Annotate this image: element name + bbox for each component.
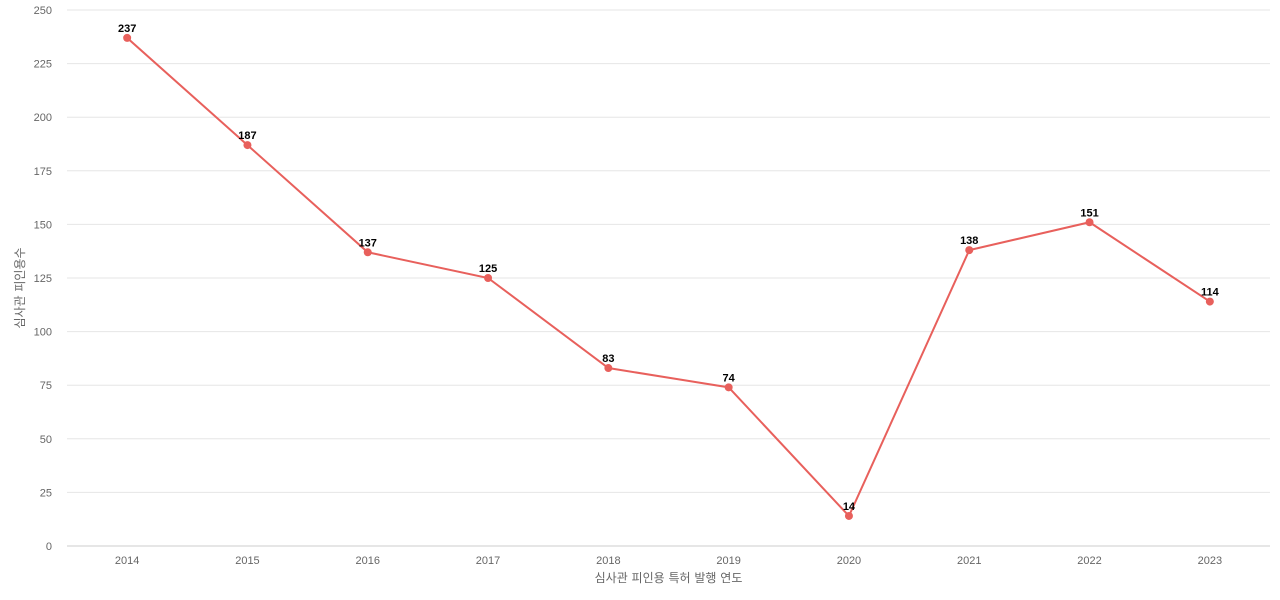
data-point[interactable] — [724, 383, 733, 392]
y-tick-label: 50 — [40, 434, 52, 446]
data-points — [123, 33, 1214, 520]
x-tick-label: 2016 — [356, 555, 380, 567]
x-tick-label: 2019 — [716, 555, 740, 567]
data-point[interactable] — [243, 141, 252, 150]
x-tick-label: 2017 — [476, 555, 500, 567]
data-label: 237 — [118, 23, 136, 35]
data-label: 137 — [359, 237, 377, 249]
data-labels: 237 187 137 125 83 74 14 138 151 114 — [118, 23, 1220, 513]
data-point[interactable] — [844, 511, 853, 520]
data-point[interactable] — [1205, 297, 1214, 306]
y-tick-label: 25 — [40, 487, 52, 499]
series-line — [126, 37, 1211, 518]
data-label: 125 — [479, 263, 497, 275]
data-label: 114 — [1201, 287, 1220, 299]
data-label: 138 — [960, 235, 978, 247]
data-label: 14 — [843, 501, 856, 513]
x-axis-title: 심사관 피인용 특허 발행 연도 — [595, 570, 743, 585]
x-tick-label: 2020 — [837, 555, 861, 567]
y-tick-label: 125 — [34, 273, 52, 285]
y-tick-label: 175 — [34, 166, 52, 178]
x-tick-label: 2015 — [235, 555, 259, 567]
x-tick-label: 2023 — [1198, 555, 1222, 567]
x-tick-label: 2021 — [957, 555, 981, 567]
y-tick-label: 200 — [34, 112, 52, 124]
data-point[interactable] — [1085, 218, 1094, 227]
y-tick-label: 250 — [34, 5, 52, 17]
data-point[interactable] — [363, 248, 372, 257]
data-point[interactable] — [965, 246, 974, 255]
data-point[interactable] — [123, 33, 132, 42]
x-tick-label: 2014 — [115, 555, 139, 567]
data-point[interactable] — [604, 364, 613, 373]
y-tick-label: 75 — [40, 380, 52, 392]
x-axis-ticks: 2014 2015 2016 2017 2018 2019 2020 2021 2022 2023 — [115, 555, 1222, 567]
data-label: 151 — [1080, 207, 1098, 219]
data-label: 83 — [602, 353, 614, 365]
y-tick-label: 0 — [46, 541, 52, 553]
y-axis-title: 심사관 피인용수 — [13, 247, 27, 328]
data-point[interactable] — [484, 274, 493, 282]
grid-lines — [67, 9, 1270, 493]
data-label: 187 — [238, 130, 256, 142]
y-tick-label: 225 — [34, 59, 52, 71]
y-tick-label: 150 — [34, 219, 52, 231]
x-tick-label: 2022 — [1077, 555, 1101, 567]
y-axis-ticks: 0 25 50 75 100 125 150 175 200 225 250 — [34, 5, 52, 553]
y-tick-label: 100 — [34, 327, 52, 339]
x-tick-label: 2018 — [596, 555, 620, 567]
data-label: 74 — [723, 372, 736, 384]
